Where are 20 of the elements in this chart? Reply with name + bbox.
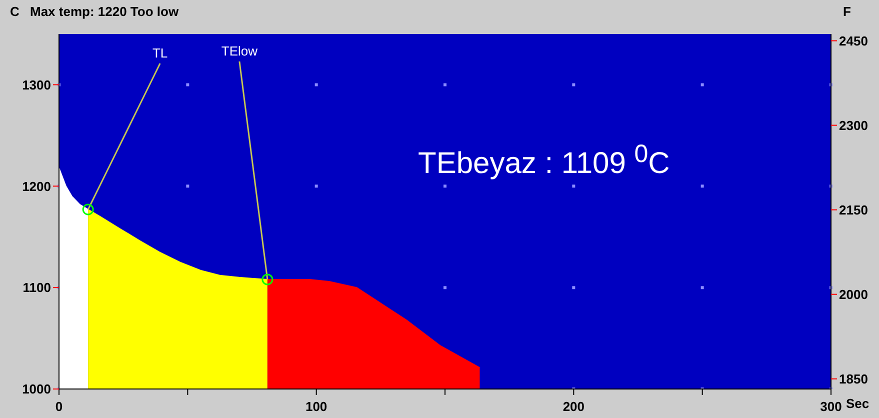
y2-tick-label: 2150 bbox=[839, 202, 868, 218]
y2-axis-title: F bbox=[843, 4, 851, 19]
y-axis-title: C bbox=[10, 4, 20, 19]
y2-tick-label: 2000 bbox=[839, 286, 868, 302]
y2-tick-label: 1850 bbox=[839, 371, 868, 386]
x-tick-label: 200 bbox=[562, 399, 585, 414]
x-tick-label: 0 bbox=[55, 399, 63, 414]
annotation: TL bbox=[152, 45, 168, 60]
chart-title: Max temp: 1220 Too low bbox=[30, 4, 179, 19]
y-tick-label: 1300 bbox=[22, 77, 51, 92]
annotation: TEbeyaz : 1109 $^{0}$C bbox=[418, 140, 670, 181]
y-tick-label: 1200 bbox=[22, 178, 51, 194]
x-tick-label: 100 bbox=[305, 399, 328, 414]
x-tick-label: 300 bbox=[820, 399, 842, 414]
y-tick-label: 1100 bbox=[22, 280, 51, 296]
y-tick-label: 1000 bbox=[22, 382, 51, 397]
y2-tick-label: 2300 bbox=[839, 118, 868, 133]
y2-tick-label: 2450 bbox=[839, 33, 868, 48]
x-axis-title: Sec bbox=[846, 396, 870, 411]
annotation: TElow bbox=[221, 43, 258, 58]
